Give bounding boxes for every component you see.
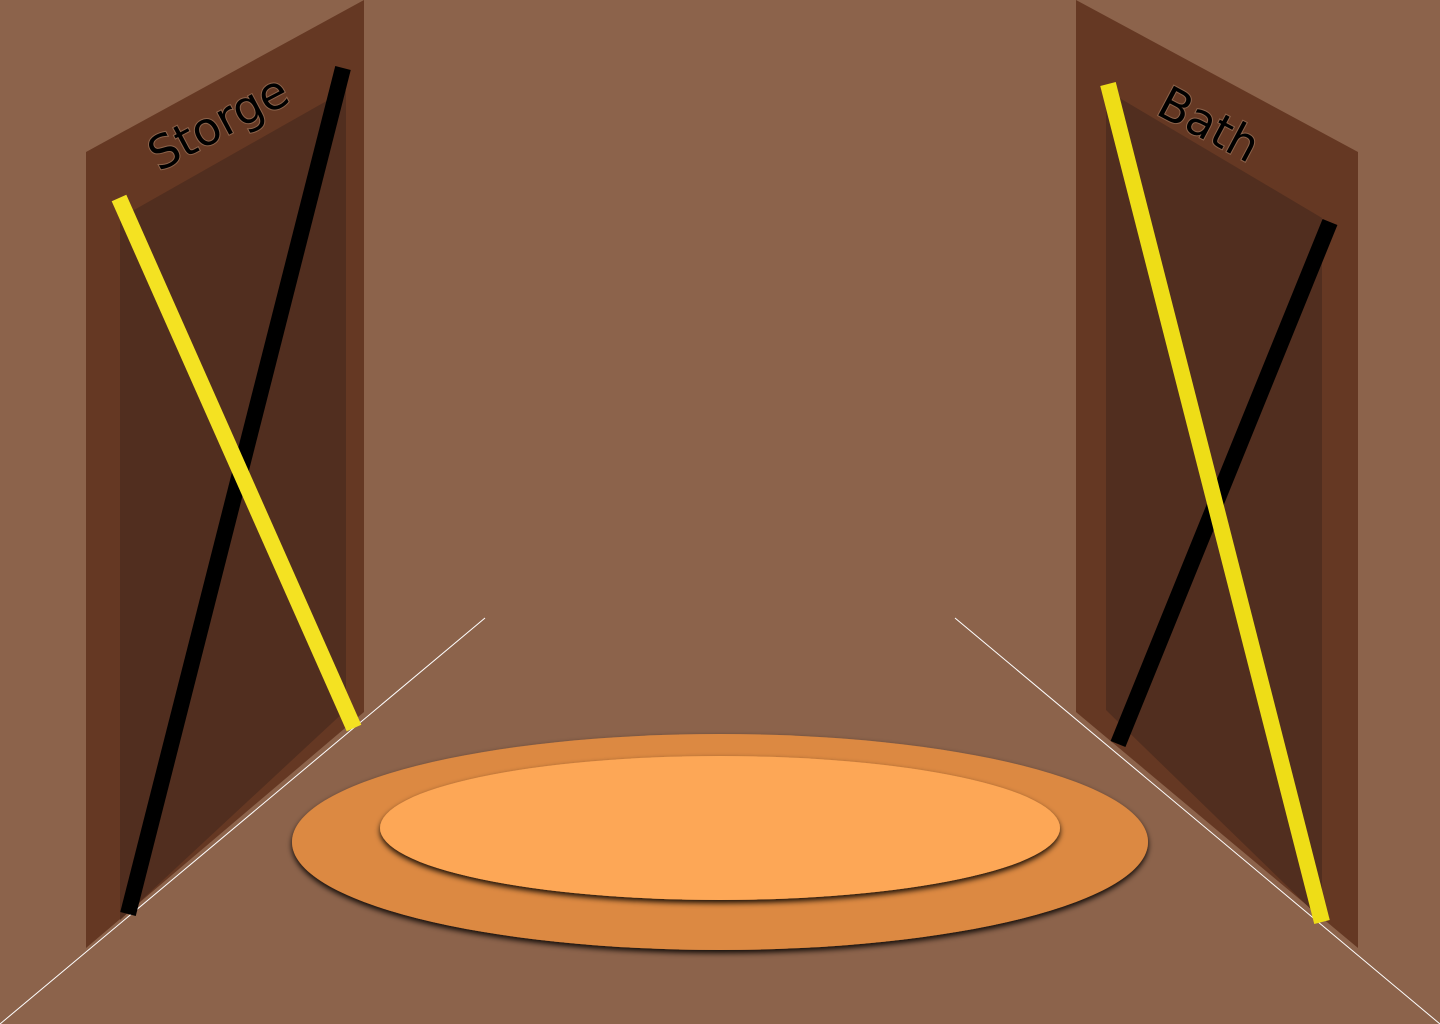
storage-tape-yellow xyxy=(111,194,362,732)
floor-line-left xyxy=(0,617,486,1024)
bath-tape-yellow xyxy=(1100,82,1330,924)
floor-line-right xyxy=(954,617,1440,1024)
bath-tape-black xyxy=(1110,218,1338,748)
bath-door[interactable]: Bath xyxy=(1076,0,1358,948)
storage-tape-black xyxy=(120,66,351,916)
rug[interactable] xyxy=(292,734,1148,950)
rug-inner xyxy=(380,756,1060,900)
